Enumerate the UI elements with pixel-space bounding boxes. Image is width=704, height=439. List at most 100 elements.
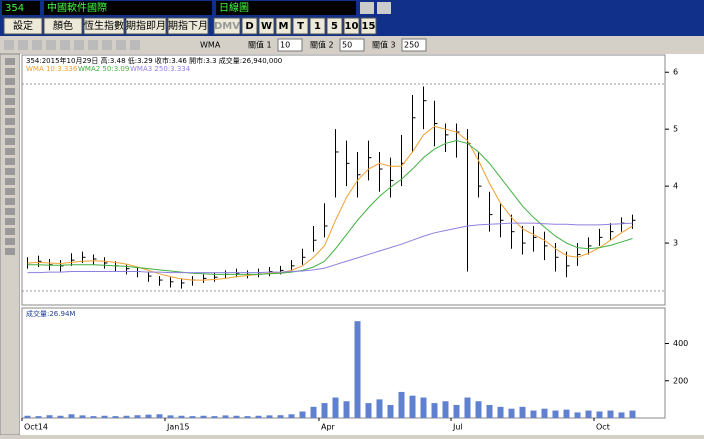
side-icon[interactable] xyxy=(5,98,15,105)
volume-bar xyxy=(90,416,97,418)
side-icon[interactable] xyxy=(5,248,15,255)
volume-bar xyxy=(233,415,240,418)
side-icon[interactable] xyxy=(5,58,15,65)
volume-bar xyxy=(409,395,416,418)
volume-bar xyxy=(57,415,64,418)
volume-bar xyxy=(178,415,185,418)
volume-bar xyxy=(618,412,625,418)
volume-bar xyxy=(464,397,471,418)
volume-bar xyxy=(68,414,75,418)
volume-bar xyxy=(35,416,42,418)
tool-icon[interactable] xyxy=(32,40,42,50)
ma-type: WMA xyxy=(200,41,221,50)
side-icon[interactable] xyxy=(5,78,15,85)
y-tick-label: 400 xyxy=(673,339,688,348)
param-label: 關值 2 xyxy=(310,40,334,50)
volume-bar xyxy=(629,410,636,418)
side-icon[interactable] xyxy=(5,208,15,215)
code: 354 xyxy=(5,3,24,14)
volume-bar xyxy=(563,409,570,418)
side-icon[interactable] xyxy=(5,148,15,155)
kind-select[interactable] xyxy=(216,1,356,15)
side-icon[interactable] xyxy=(5,178,15,185)
tool-icon[interactable] xyxy=(88,40,98,50)
volume-bar xyxy=(299,411,306,418)
volume-bar xyxy=(442,401,449,418)
y-tick-label: 3 xyxy=(673,239,678,248)
period-button[interactable] xyxy=(275,17,292,35)
side-icon[interactable] xyxy=(5,188,15,195)
button[interactable] xyxy=(167,17,209,35)
side-icon[interactable] xyxy=(5,218,15,225)
side-icon[interactable] xyxy=(5,88,15,95)
volume-bar xyxy=(552,410,559,418)
volume-bar xyxy=(310,406,317,418)
side-icon[interactable] xyxy=(5,128,15,135)
ma-line xyxy=(27,125,633,281)
param-label: 關值 1 xyxy=(248,40,272,50)
side-icon[interactable] xyxy=(5,228,15,235)
side-icon[interactable] xyxy=(5,138,15,145)
tool-icon[interactable] xyxy=(116,40,126,50)
side-icon[interactable] xyxy=(5,198,15,205)
button[interactable] xyxy=(3,17,43,35)
period-label: W xyxy=(261,21,272,32)
param-input[interactable] xyxy=(277,38,303,52)
period-button[interactable] xyxy=(292,17,309,35)
period-label: 15 xyxy=(362,21,376,32)
print-icon[interactable] xyxy=(360,2,374,14)
param-value: 250 xyxy=(404,41,419,50)
y-tick-label: 6 xyxy=(673,68,678,77)
ma-line xyxy=(27,140,633,275)
volume-bar xyxy=(167,415,174,418)
volume-bar xyxy=(607,410,614,418)
tool-icon[interactable] xyxy=(46,40,56,50)
button[interactable] xyxy=(83,17,125,35)
volume-bar xyxy=(255,415,262,418)
tool-icon[interactable] xyxy=(4,40,14,50)
tool-icon[interactable] xyxy=(18,40,28,50)
tool-icon[interactable] xyxy=(74,40,84,50)
param-input[interactable] xyxy=(401,38,427,52)
volume-bar xyxy=(497,406,504,418)
volume-bar xyxy=(288,414,295,418)
side-icon[interactable] xyxy=(5,158,15,165)
legend-entry: WMA3 250:3.334 xyxy=(130,65,191,73)
period-button[interactable] xyxy=(309,17,326,35)
volume-bar xyxy=(519,406,526,418)
button[interactable] xyxy=(43,17,83,35)
side-icon[interactable] xyxy=(5,118,15,125)
code-box[interactable] xyxy=(2,1,40,15)
stock-select[interactable] xyxy=(44,1,212,15)
period-button[interactable] xyxy=(343,17,360,35)
tool-icon[interactable] xyxy=(102,40,112,50)
info: 354:2015年10月29日 高:3.48 低:3.29 收市:3.46 開市… xyxy=(26,56,282,65)
side-icon[interactable] xyxy=(5,168,15,175)
volume-bar xyxy=(332,397,339,418)
param-input[interactable] xyxy=(339,38,365,52)
tool-icon[interactable] xyxy=(130,40,140,50)
button-label: 期指下月 xyxy=(168,19,208,32)
volume-bar xyxy=(266,415,273,418)
volume-bar xyxy=(200,415,207,418)
volume-bar xyxy=(244,416,251,418)
button[interactable] xyxy=(125,17,167,35)
period-button[interactable] xyxy=(213,17,241,35)
period-label: T xyxy=(297,21,304,32)
volume-bar xyxy=(112,416,119,418)
period-button[interactable] xyxy=(360,17,377,35)
volume-bar xyxy=(431,403,438,418)
volume-bar xyxy=(189,416,196,418)
x-tick-label: Jul xyxy=(452,423,463,432)
save-icon[interactable] xyxy=(377,2,391,14)
side-icon[interactable] xyxy=(5,238,15,245)
y-tick-label: 4 xyxy=(673,182,678,191)
tool-icon[interactable] xyxy=(60,40,70,50)
side-icon[interactable] xyxy=(5,108,15,115)
period-button[interactable] xyxy=(241,17,258,35)
period-button[interactable] xyxy=(326,17,343,35)
period-button[interactable] xyxy=(258,17,275,35)
period-label: DMV xyxy=(214,21,240,32)
side-icon[interactable] xyxy=(5,68,15,75)
